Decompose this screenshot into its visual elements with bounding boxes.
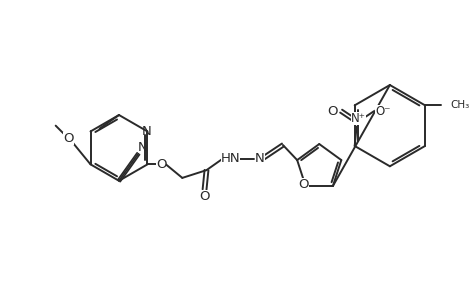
Text: N: N	[255, 152, 265, 165]
Text: O: O	[199, 190, 210, 203]
Text: CH₃: CH₃	[450, 100, 469, 110]
Text: O: O	[63, 132, 74, 145]
Text: O⁻: O⁻	[375, 105, 391, 118]
Text: N: N	[142, 125, 151, 138]
Text: N: N	[137, 142, 147, 154]
Text: HN: HN	[221, 152, 241, 165]
Text: N⁺: N⁺	[351, 113, 366, 125]
Text: O: O	[327, 105, 338, 118]
Text: O: O	[156, 158, 166, 171]
Text: O: O	[298, 177, 309, 191]
